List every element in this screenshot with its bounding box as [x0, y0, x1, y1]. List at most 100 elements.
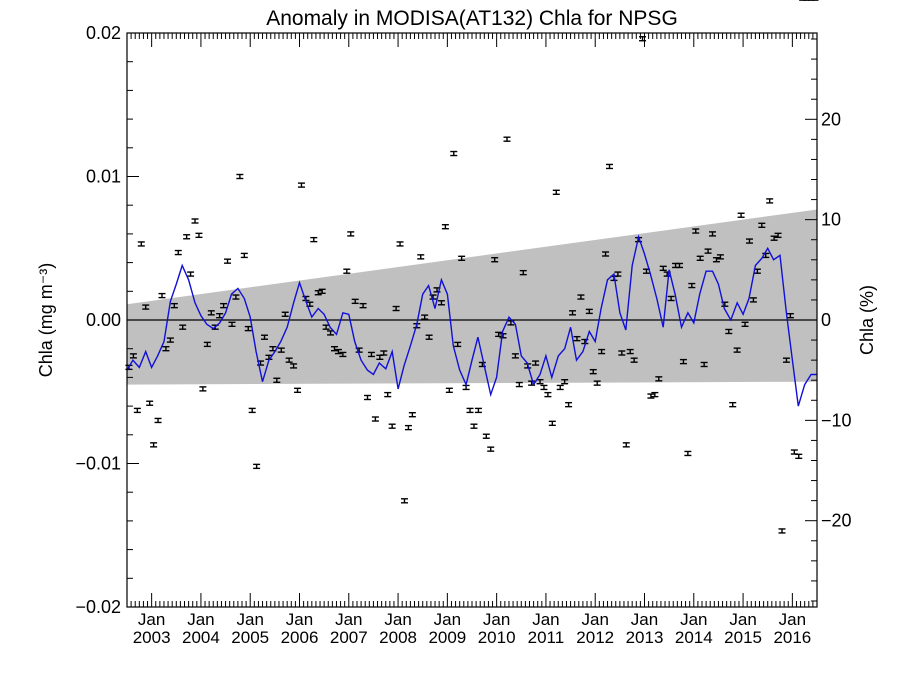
anomaly-point: [716, 254, 724, 260]
anomaly-point: [261, 334, 269, 340]
x-tick-month-label: Jan: [532, 610, 559, 629]
anomaly-point: [474, 407, 482, 414]
anomaly-point: [380, 350, 388, 356]
anomaly-point: [659, 265, 667, 272]
anomaly-point: [602, 251, 610, 257]
anomaly-point: [585, 308, 593, 315]
x-tick-year-label: 2004: [182, 628, 220, 647]
anomaly-point: [626, 348, 634, 355]
anomaly-point: [129, 353, 137, 359]
anomaly-point: [495, 331, 503, 338]
anomaly-point: [408, 412, 416, 418]
anomaly-point: [273, 377, 281, 383]
anomaly-point: [195, 232, 203, 239]
anomaly-point: [228, 321, 236, 328]
anomaly-point: [491, 257, 499, 263]
anomaly-point: [762, 252, 770, 259]
x-tick-month-label: Jan: [582, 610, 609, 629]
anomaly-point: [709, 231, 717, 237]
anomaly-point: [704, 248, 712, 254]
anomaly-point: [170, 302, 178, 309]
anomaly-point: [392, 305, 400, 312]
anomaly-point: [733, 347, 741, 353]
x-tick-month-label: Jan: [729, 610, 756, 629]
anomaly-point: [712, 257, 720, 263]
anomaly-point: [294, 387, 302, 394]
anomaly-point: [364, 394, 372, 401]
anomaly-point: [688, 282, 696, 289]
anomaly-point: [314, 290, 322, 296]
anomaly-point: [318, 288, 326, 294]
anomaly-point: [655, 376, 663, 382]
x-tick-month-label: Jan: [286, 610, 313, 629]
x-tick-month-label: Jan: [335, 610, 362, 629]
x-tick-month-label: Jan: [434, 610, 461, 629]
anomaly-point: [778, 528, 786, 534]
anomaly-point: [458, 255, 466, 261]
anomaly-point: [684, 450, 692, 457]
anomaly-point: [297, 182, 305, 188]
x-tick-month-label: Jan: [483, 610, 510, 629]
anomaly-point: [285, 357, 293, 363]
anomaly-point: [384, 391, 392, 398]
x-tick-year-label: 2005: [231, 628, 269, 647]
anomaly-point: [236, 173, 244, 180]
x-tick-year-label: 2013: [626, 628, 664, 647]
anomaly-point: [482, 433, 490, 439]
x-tick-year-label: 2007: [330, 628, 368, 647]
anomaly-point: [614, 271, 622, 277]
anomaly-point: [679, 358, 687, 365]
anomaly-point: [741, 321, 749, 328]
anomaly-point: [421, 314, 429, 320]
anomaly-point: [696, 255, 704, 261]
smoothed-anomaly-line: [126, 234, 817, 407]
anomaly-point: [158, 292, 166, 299]
x-tick-month-label: Jan: [779, 610, 806, 629]
x-tick-year-label: 2015: [724, 628, 762, 647]
monthly-anomaly-points: [125, 0, 819, 534]
anomaly-point: [565, 401, 573, 408]
anomaly-point: [187, 271, 195, 277]
anomaly-point: [470, 423, 478, 429]
anomaly-point: [154, 417, 162, 424]
anomaly-point: [573, 335, 581, 342]
anomaly-point: [146, 400, 154, 406]
anomaly-point: [774, 232, 782, 239]
anomaly-point: [700, 361, 708, 368]
axes: 0.020.010.00−0.01−0.0220100−10−20Jan2003…: [75, 23, 851, 647]
anomaly-point: [593, 380, 601, 386]
anomaly-point: [207, 310, 215, 316]
anomaly-point: [737, 212, 745, 218]
anomaly-point: [142, 304, 150, 310]
anomaly-point: [729, 401, 737, 408]
anomaly-point: [343, 268, 351, 274]
right-tick-label: −20: [821, 511, 852, 531]
plot-area: [125, 0, 819, 608]
x-tick-month-label: Jan: [680, 610, 707, 629]
left-tick-label: 0.00: [86, 310, 121, 330]
anomaly-point: [503, 136, 511, 142]
anomaly-point: [330, 346, 338, 352]
anomaly-point: [162, 346, 170, 352]
anomaly-point: [544, 391, 552, 398]
anomaly-point: [174, 249, 182, 256]
anomaly-point: [310, 236, 318, 243]
anomaly-point: [454, 341, 462, 348]
anomaly-point: [675, 262, 683, 269]
anomaly-point: [179, 324, 187, 330]
anomaly-point: [183, 234, 191, 240]
anomaly-point: [150, 442, 158, 448]
anomaly-point: [758, 222, 766, 228]
anomaly-point: [388, 423, 396, 429]
anomaly-point: [191, 218, 199, 224]
x-tick-month-label: Jan: [138, 610, 165, 629]
x-tick-month-label: Jan: [187, 610, 214, 629]
anomaly-point: [647, 393, 655, 399]
anomaly-point: [371, 416, 379, 422]
x-tick-month-label: Jan: [237, 610, 264, 629]
x-tick-year-label: 2010: [478, 628, 516, 647]
anomaly-point: [133, 407, 141, 414]
anomaly-point: [203, 341, 211, 348]
anomaly-point: [347, 231, 355, 237]
anomaly-point: [334, 348, 342, 355]
